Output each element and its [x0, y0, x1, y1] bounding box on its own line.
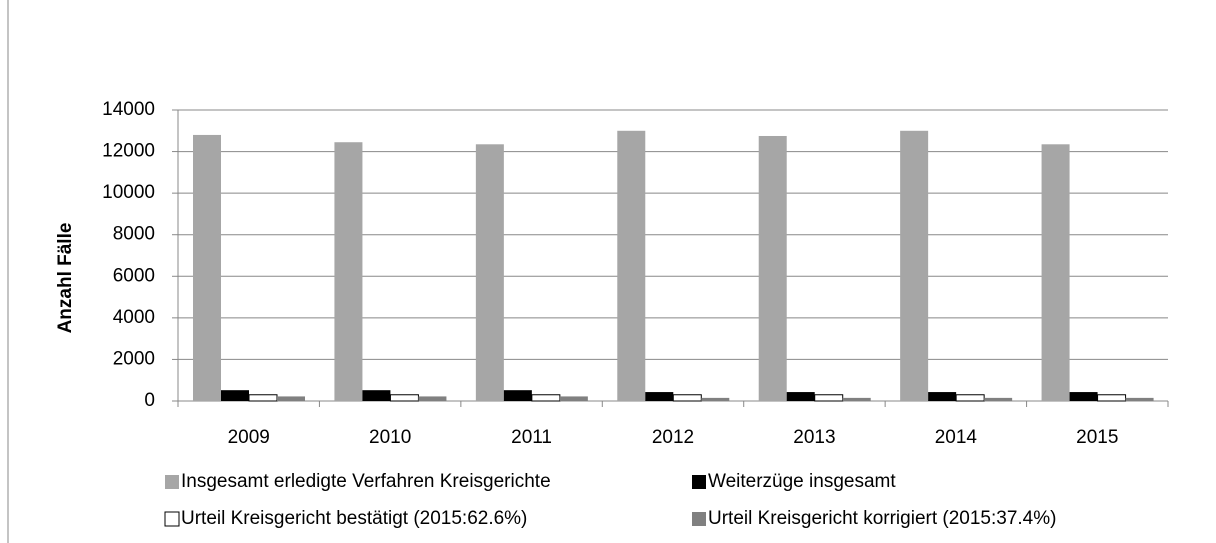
bar [786, 392, 815, 401]
x-tick-label: 2010 [369, 427, 411, 448]
bar [362, 390, 391, 401]
bar [503, 390, 532, 401]
bar [701, 397, 730, 401]
y-tick-label: 6000 [113, 265, 155, 286]
bar [475, 144, 504, 401]
bar [955, 394, 985, 402]
bar [221, 390, 249, 401]
x-tick-label: 2009 [228, 427, 270, 448]
y-tick-label: 2000 [113, 348, 155, 369]
x-tick-label: 2011 [511, 427, 552, 448]
x-tick-label: 2012 [652, 427, 694, 448]
bar [389, 394, 419, 402]
y-axis-label: Anzahl Fälle [55, 223, 76, 334]
legend-swatch [164, 511, 180, 527]
y-tick-label: 14000 [102, 99, 155, 120]
bar [814, 394, 844, 402]
legend-label: Insgesamt erledigte Verfahren Kreisgeric… [181, 471, 551, 492]
bar [672, 394, 702, 402]
y-tick-label: 8000 [113, 224, 155, 245]
legend-label: Urteil Kreisgericht korrigiert (2015:37.… [708, 508, 1056, 529]
bar [1069, 392, 1098, 401]
y-tick-label: 4000 [113, 307, 155, 328]
x-tick-label: 2013 [793, 427, 835, 448]
legend-swatch [692, 512, 706, 526]
bar [900, 130, 929, 402]
bar [1125, 397, 1154, 401]
x-tick-label: 2015 [1076, 427, 1118, 448]
bar [559, 396, 588, 401]
bar [531, 394, 561, 402]
y-tick-label: 10000 [102, 182, 155, 203]
bar [418, 396, 447, 401]
legend-label: Weiterzüge insgesamt [708, 471, 896, 492]
bar [1097, 394, 1127, 402]
bar [248, 394, 278, 402]
bar [277, 396, 305, 401]
bar [1041, 144, 1070, 401]
bar [617, 130, 646, 402]
bar [334, 142, 363, 402]
legend-swatch [692, 475, 706, 489]
y-tick-label: 0 [144, 390, 155, 411]
bar [928, 392, 957, 401]
bar [842, 397, 871, 401]
legend-label: Urteil Kreisgericht bestätigt (2015:62.6… [181, 508, 527, 529]
bar [984, 397, 1013, 401]
legend-swatch [165, 475, 179, 489]
bar [645, 392, 674, 401]
bar [193, 134, 221, 401]
x-tick-label: 2014 [935, 427, 978, 448]
bar [758, 135, 787, 401]
y-tick-label: 12000 [102, 141, 155, 162]
